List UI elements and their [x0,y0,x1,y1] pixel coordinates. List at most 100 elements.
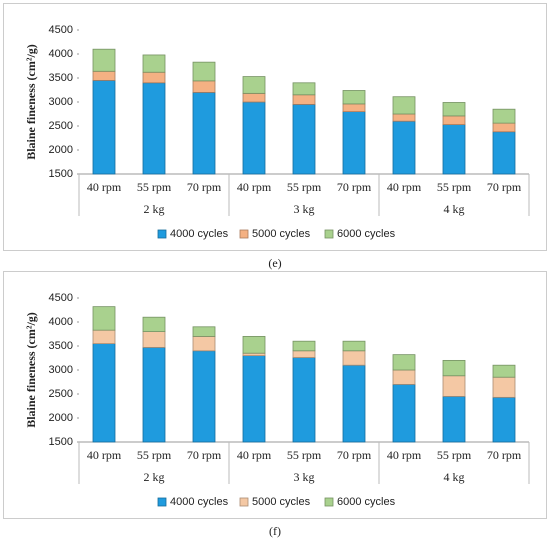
bar-segment [492,396,516,443]
bar-segment [392,383,416,443]
bar-segment [242,101,266,175]
bar-segment [392,369,416,385]
bar-segment [92,343,116,443]
bar-segment [342,103,366,112]
legend-swatch [157,229,167,239]
caption: (f) [269,524,281,538]
x-tick-label: 40 rpm [237,448,272,462]
x-tick-label: 40 rpm [87,448,122,462]
bar-segment [192,80,216,93]
bar-segment [342,364,366,443]
bar-segment [192,61,216,82]
bar-segment [392,96,416,115]
bar-segment [292,104,316,175]
bar-segment [392,113,416,122]
bar-segment [192,350,216,443]
y-tick-label: 2000 [49,412,73,424]
y-tick-label: 4500 [49,24,73,36]
x-tick-label: 70 rpm [337,180,372,194]
group-label: 3 kg [294,470,315,484]
y-tick-label: 1500 [49,168,73,180]
bar-segment [242,335,266,354]
legend-label: 6000 cycles [337,228,396,240]
x-tick-label: 55 rpm [137,448,172,462]
x-tick-label: 70 rpm [487,448,522,462]
y-tick-label: 3500 [49,72,73,84]
bar-segment [342,111,366,175]
bar-segment [442,395,466,443]
y-tick-label: 3500 [49,340,73,352]
legend-swatch [324,497,334,507]
x-tick-label: 70 rpm [187,448,222,462]
bar-segment [292,82,316,96]
bar-segment [292,94,316,105]
group-label: 4 kg [444,470,465,484]
y-tick-label: 3000 [49,364,73,376]
bar-segment [492,131,516,175]
caption: (e) [268,256,281,270]
y-tick-label: 4500 [49,292,73,304]
x-tick-label: 40 rpm [387,448,422,462]
legend-swatch [239,497,249,507]
bar-segment [442,359,466,377]
legend-swatch [157,497,167,507]
legend-label: 4000 cycles [170,496,229,508]
bar-segment [242,76,266,94]
bar-segment [342,90,366,105]
x-tick-label: 40 rpm [87,180,122,194]
bar-segment [142,82,166,175]
bar-segment [142,316,166,333]
y-tick-label: 2000 [49,144,73,156]
bar-segment [392,354,416,371]
x-tick-label: 55 rpm [287,448,322,462]
bar-segment [92,80,116,175]
y-tick-label: 2500 [49,120,73,132]
bar-segment [192,335,216,352]
bar-segment [92,306,116,331]
bar-segment [142,347,166,443]
bar-segment [92,329,116,345]
x-tick-label: 70 rpm [487,180,522,194]
bar-segment [342,340,366,352]
y-tick-label: 1500 [49,436,73,448]
bar-segment [442,375,466,397]
legend-swatch [239,229,249,239]
x-tick-label: 70 rpm [187,180,222,194]
y-tick-label: 4000 [49,48,73,60]
bar-segment [442,115,466,125]
chart-frame [3,3,547,251]
bar-segment [242,92,266,103]
x-tick-label: 55 rpm [287,180,322,194]
legend-label: 5000 cycles [252,228,311,240]
legend-label: 6000 cycles [337,496,396,508]
bar-segment [492,108,516,124]
y-tick-label: 3000 [49,96,73,108]
chart-frame [3,271,547,519]
bar-segment [342,350,366,366]
legend-label: 5000 cycles [252,496,311,508]
x-tick-label: 55 rpm [437,448,472,462]
bar-segment [92,70,116,81]
y-tick-label: 4000 [49,316,73,328]
bar-segment [192,326,216,337]
bar-segment [392,120,416,175]
group-label: 2 kg [144,470,165,484]
y-axis-label: Blaine fineness (cm²/g) [24,44,38,160]
y-axis-label: Blaine fineness (cm²/g) [24,312,38,428]
bar-segment [492,122,516,133]
group-label: 3 kg [294,202,315,216]
bar-segment [492,364,516,378]
x-tick-label: 40 rpm [237,180,272,194]
bar-segment [442,102,466,117]
bar-segment [292,340,316,352]
x-tick-label: 55 rpm [137,180,172,194]
bar-segment [192,92,216,175]
y-tick-label: 2500 [49,388,73,400]
bar-segment [142,331,166,348]
bar-segment [142,54,166,73]
legend-swatch [324,229,334,239]
bar-segment [442,124,466,175]
x-tick-label: 70 rpm [337,448,372,462]
